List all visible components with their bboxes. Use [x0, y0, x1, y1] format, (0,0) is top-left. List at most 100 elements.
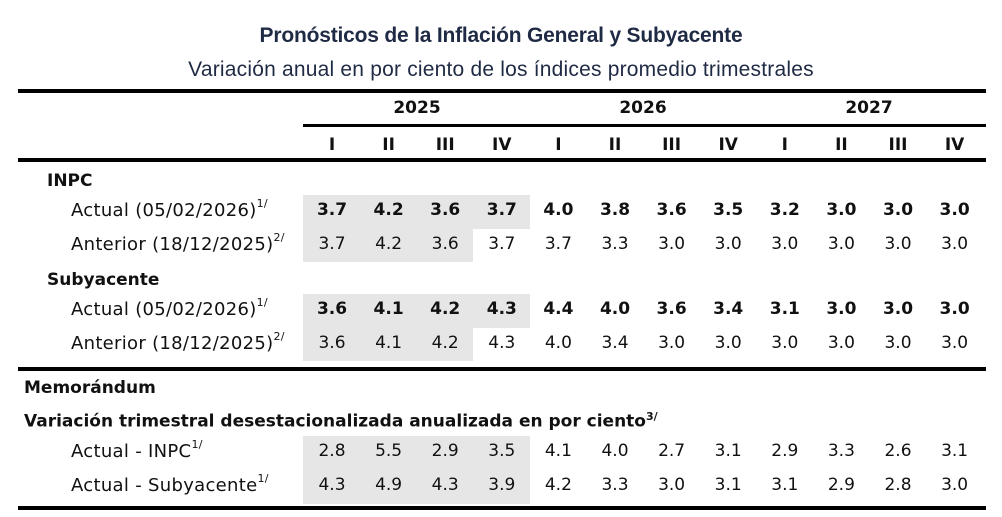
table-cell: 3.0	[882, 299, 914, 319]
quarter-header: I	[781, 135, 788, 155]
table-cell: 3.0	[941, 234, 969, 254]
observed-shade	[303, 294, 530, 328]
table-cell: 4.1	[375, 333, 403, 353]
table-cell: 3.6	[430, 200, 461, 220]
table-cell: 3.0	[714, 333, 742, 353]
row-label-text: Actual - INPC	[71, 441, 192, 462]
table-cell: 4.0	[543, 200, 574, 220]
year-underline	[303, 124, 986, 127]
quarter-header: IV	[492, 135, 512, 155]
table-cell: 4.0	[599, 299, 631, 319]
table-cell: 4.0	[544, 333, 572, 353]
table-cell: 4.1	[544, 441, 572, 461]
quarter-header: III	[888, 135, 908, 155]
table-cell: 2.7	[658, 441, 686, 461]
year-header-2027: 2027	[845, 98, 893, 118]
footnote-marker: 2/	[273, 231, 285, 244]
table-cell: 3.0	[939, 200, 970, 220]
table-cell: 4.2	[430, 299, 461, 319]
table-cell: 3.5	[488, 441, 516, 461]
footnote-marker: 2/	[273, 330, 285, 343]
observed-shade	[303, 436, 530, 504]
row-label: Anterior (18/12/2025)2/	[71, 330, 285, 354]
table-cell: 3.0	[827, 234, 855, 254]
table-cell: 3.7	[544, 234, 572, 254]
table-cell: 3.0	[771, 234, 799, 254]
table-cell: 3.1	[771, 475, 799, 495]
quarter-header: I	[555, 135, 562, 155]
table-cell: 2.9	[431, 441, 459, 461]
table-cell: 3.9	[488, 475, 516, 495]
table-cell: 4.1	[373, 299, 404, 319]
section-label-subyacente: Subyacente	[47, 270, 160, 290]
section-label-inpc: INPC	[47, 171, 93, 191]
table-subtitle: Variación anual en por ciento de los índ…	[188, 58, 814, 81]
year-header-2026: 2026	[619, 98, 667, 118]
footnote-marker: 1/	[256, 197, 268, 210]
table-cell: 4.9	[375, 475, 403, 495]
table-cell: 3.0	[658, 475, 686, 495]
section-label-memorandum: Memorándum	[24, 378, 156, 398]
table-cell: 4.3	[431, 475, 459, 495]
table-cell: 3.0	[939, 299, 970, 319]
table-cell: 3.4	[601, 333, 629, 353]
bottom-rule	[18, 506, 986, 510]
table-cell: 3.2	[769, 200, 800, 220]
quarter-header: II	[608, 135, 622, 155]
table-cell: 4.0	[601, 441, 629, 461]
table-cell: 3.0	[826, 200, 857, 220]
table-cell: 3.0	[941, 475, 969, 495]
table-cell: 3.7	[318, 234, 346, 254]
table-cell: 3.7	[316, 200, 348, 220]
table-cell: 3.0	[771, 333, 799, 353]
table-cell: 2.8	[884, 475, 912, 495]
table-title: Pronósticos de la Inflación General y Su…	[259, 24, 743, 47]
table-cell: 5.5	[375, 441, 403, 461]
quarter-header: IV	[718, 135, 738, 155]
year-header-2025: 2025	[393, 98, 441, 118]
row-label: Actual - Subyacente1/	[71, 472, 269, 496]
quarter-header: II	[835, 135, 848, 155]
table-cell: 3.0	[884, 333, 912, 353]
table-cell: 3.0	[941, 333, 969, 353]
table-cell: 3.4	[713, 299, 744, 319]
row-label: Actual - INPC1/	[71, 438, 203, 462]
table-cell: 3.6	[431, 234, 459, 254]
footnote-marker: 1/	[256, 296, 268, 309]
row-label-text: Anterior (18/12/2025)	[71, 333, 274, 354]
table-cell: 4.3	[318, 475, 346, 495]
table-cell: 2.9	[827, 475, 855, 495]
table-cell: 3.7	[486, 200, 517, 220]
table-cell: 3.3	[827, 441, 855, 461]
footnote-marker: 1/	[257, 472, 269, 485]
table-cell: 3.1	[941, 441, 969, 461]
table-cell: 4.3	[488, 333, 516, 353]
table-cell: 3.3	[601, 234, 629, 254]
quarter-header: IV	[944, 135, 965, 155]
row-label: Actual (05/02/2026)1/	[71, 197, 268, 221]
observed-shade	[303, 328, 473, 361]
observed-shade	[303, 195, 530, 229]
table-cell: 3.1	[714, 475, 742, 495]
table-cell: 3.1	[714, 441, 742, 461]
table-cell: 4.2	[431, 333, 459, 353]
row-label-text: Actual (05/02/2026)	[71, 200, 257, 221]
table-cell: 3.3	[601, 475, 629, 495]
table-cell: 3.0	[658, 333, 686, 353]
memorandum-sublabel: Variación trimestral desestacionalizada …	[24, 410, 658, 432]
quarter-header: III	[435, 135, 455, 155]
quarter-header: III	[662, 135, 682, 155]
table-cell: 4.2	[373, 200, 404, 220]
row-label: Anterior (18/12/2025)2/	[71, 231, 285, 255]
table-cell: 4.2	[375, 234, 403, 254]
table-cell: 3.0	[658, 234, 686, 254]
table-cell: 3.0	[882, 200, 914, 220]
row-label: Actual (05/02/2026)1/	[71, 296, 268, 320]
table-cell: 3.8	[599, 200, 631, 220]
memorandum-rule	[18, 367, 986, 371]
header-bottom-rule	[18, 158, 986, 162]
row-label-text: Actual (05/02/2026)	[71, 299, 257, 320]
table-cell: 3.6	[656, 200, 687, 220]
table-cell: 3.6	[318, 333, 346, 353]
table-cell: 4.4	[543, 299, 574, 319]
